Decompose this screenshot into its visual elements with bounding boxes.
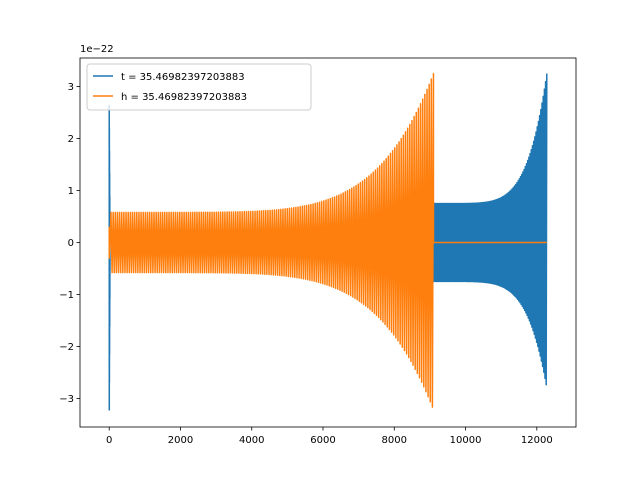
legend: t = 35.46982397203883 h = 35.469823972038… [86, 63, 312, 111]
x-tick-label: 8000 [382, 435, 407, 446]
y-tick-label: 0 [68, 238, 74, 249]
y-tick-label: −1 [59, 290, 74, 301]
x-tick-label: 2000 [168, 435, 193, 446]
x-tick-label: 10000 [450, 435, 482, 446]
x-axis: 0 2000 4000 6000 8000 10000 12000 [106, 427, 553, 446]
series-layer [108, 72, 548, 411]
y-axis: −3 −2 −1 0 1 2 3 [59, 82, 80, 405]
y-tick-label: −2 [59, 342, 74, 353]
y-offset-label: 1e−22 [80, 44, 114, 55]
y-tick-label: 1 [68, 186, 74, 197]
series-line-1 [108, 72, 547, 408]
x-tick-label: 6000 [310, 435, 335, 446]
x-tick-label: 4000 [239, 435, 264, 446]
legend-box [86, 63, 312, 111]
y-tick-label: 2 [68, 134, 74, 145]
x-tick-label: 0 [106, 435, 112, 446]
legend-label: h = 35.46982397203883 [121, 92, 247, 103]
legend-label: t = 35.46982397203883 [121, 72, 245, 83]
series-line-0 [108, 73, 548, 411]
x-tick-label: 12000 [521, 435, 553, 446]
y-tick-label: 3 [68, 82, 74, 93]
y-tick-label: −3 [59, 394, 74, 405]
